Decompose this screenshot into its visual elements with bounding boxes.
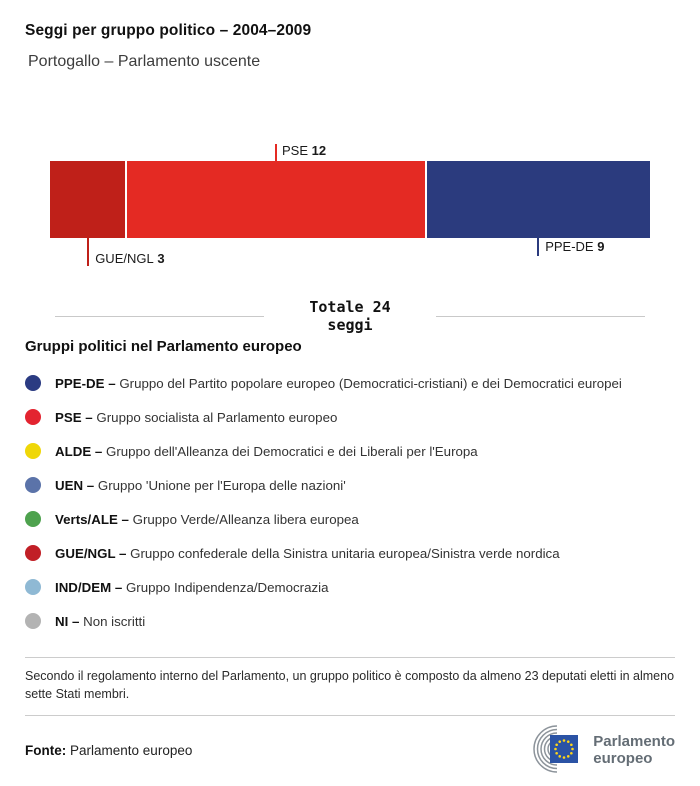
ep-logo: Parlamento europeo [523, 724, 675, 776]
page-subtitle: Portogallo – Parlamento uscente [28, 53, 261, 70]
alde-color-dot-icon [25, 443, 41, 459]
eu-flag-icon [550, 735, 579, 764]
legend-list: PPE-DE – Gruppo del Partito popolare eur… [25, 366, 675, 638]
legend-item-ind-dem: IND/DEM – Gruppo Indipendenza/Democrazia [25, 570, 675, 604]
legend-description: Non iscritti [83, 613, 146, 629]
source-line: Fonte: Parlamento europeo [25, 743, 192, 758]
bar-plot-area: PSE 12 GUE/NGL 3 PPE-DE 9 [50, 71, 650, 276]
legend-item-alde: ALDE – Gruppo dell'Alleanza dei Democrat… [25, 434, 675, 468]
header: Seggi per gruppo politico – 2004–2009 Po… [0, 0, 700, 71]
source-value: Parlamento europeo [70, 742, 193, 758]
gue-ngl-callout-tick [87, 238, 90, 266]
ppe-de-name: PPE-DE [545, 239, 594, 254]
gue-ngl-name: GUE/NGL [95, 251, 154, 266]
pse-callout-label: PSE 12 [282, 143, 326, 158]
legend-item-pse: PSE – Gruppo socialista al Parlamento eu… [25, 400, 675, 434]
legend-description: Gruppo socialista al Parlamento europeo [96, 409, 338, 425]
legend-label: IND/DEM – [55, 579, 123, 595]
legend-label: UEN – [55, 477, 95, 493]
ppe-de-seats-value: 9 [597, 239, 605, 254]
legend-heading: Gruppi politici nel Parlamento europeo [25, 338, 302, 355]
seats-bar-chart: PSE 12 GUE/NGL 3 PPE-DE 9 [25, 71, 675, 276]
page-title: Seggi per gruppo politico – 2004–2009 [25, 22, 312, 39]
total-seats-label: Totale 24 seggi [309, 298, 391, 334]
legend-label: PSE – [55, 409, 93, 425]
ep-hemicycle-icon [533, 725, 579, 773]
ni-color-dot-icon [25, 613, 41, 629]
legend-label: GUE/NGL – [55, 545, 127, 561]
footnote-text: Secondo il regolamento interno del Parla… [25, 669, 675, 702]
ind-dem-color-dot-icon [25, 579, 41, 595]
divider-line-left [55, 315, 264, 317]
legend-description: Gruppo 'Unione per l'Europa delle nazion… [97, 477, 346, 493]
ep-logo-text-line2: europeo [593, 750, 653, 768]
ep-logo-text: Parlamento europeo [593, 733, 675, 768]
bar-segment-pse [126, 161, 425, 238]
legend-item-ppe-de: PPE-DE – Gruppo del Partito popolare eur… [25, 366, 675, 400]
legend-label: PPE-DE – [55, 375, 116, 391]
legend-item-ni: NI – Non iscritti [25, 604, 675, 638]
bar-segment-ppe-de [426, 161, 650, 238]
divider-line-right [436, 315, 645, 317]
legend-item-gue-ngl: GUE/NGL – Gruppo confederale della Sinis… [25, 536, 675, 570]
uen-color-dot-icon [25, 477, 41, 493]
verts-ale-color-dot-icon [25, 511, 41, 527]
bar-segment-gue-ngl [50, 161, 125, 238]
footnote-block: Secondo il regolamento interno del Parla… [25, 657, 675, 717]
legend-item-uen: UEN – Gruppo 'Unione per l'Europa delle … [25, 468, 675, 502]
pse-color-dot-icon [25, 409, 41, 425]
legend-description: Gruppo Verde/Alleanza libera europea [132, 511, 359, 527]
legend-description: Gruppo confederale della Sinistra unitar… [130, 545, 560, 561]
source-label: Fonte: [25, 742, 67, 758]
legend-label: Verts/ALE – [55, 511, 129, 527]
footer: Fonte: Parlamento europeo [25, 716, 675, 778]
total-seats-divider: Totale 24 seggi [25, 298, 675, 334]
ep-logo-text-line1: Parlamento [593, 733, 675, 750]
ppe-de-color-dot-icon [25, 375, 41, 391]
gue-ngl-callout-label: GUE/NGL 3 [95, 251, 164, 266]
gue-ngl-seats-value: 3 [157, 251, 165, 266]
legend-description: Gruppo Indipendenza/Democrazia [125, 579, 329, 595]
legend-label: NI – [55, 613, 80, 629]
legend-description: Gruppo del Partito popolare europeo (Dem… [119, 375, 622, 391]
legend-label: ALDE – [55, 443, 103, 459]
legend-description: Gruppo dell'Alleanza dei Democratici e d… [106, 443, 478, 459]
ppe-de-callout-tick [537, 238, 540, 256]
pse-seats-value: 12 [311, 143, 327, 158]
legend: Gruppi politici nel Parlamento europeo P… [0, 338, 700, 638]
pse-callout-tick [275, 144, 277, 161]
ppe-de-callout-label: PPE-DE 9 [545, 239, 604, 254]
stacked-bar [50, 161, 650, 238]
legend-item-verts-ale: Verts/ALE – Gruppo Verde/Alleanza libera… [25, 502, 675, 536]
gue-ngl-color-dot-icon [25, 545, 41, 561]
pse-name: PSE [282, 143, 309, 158]
